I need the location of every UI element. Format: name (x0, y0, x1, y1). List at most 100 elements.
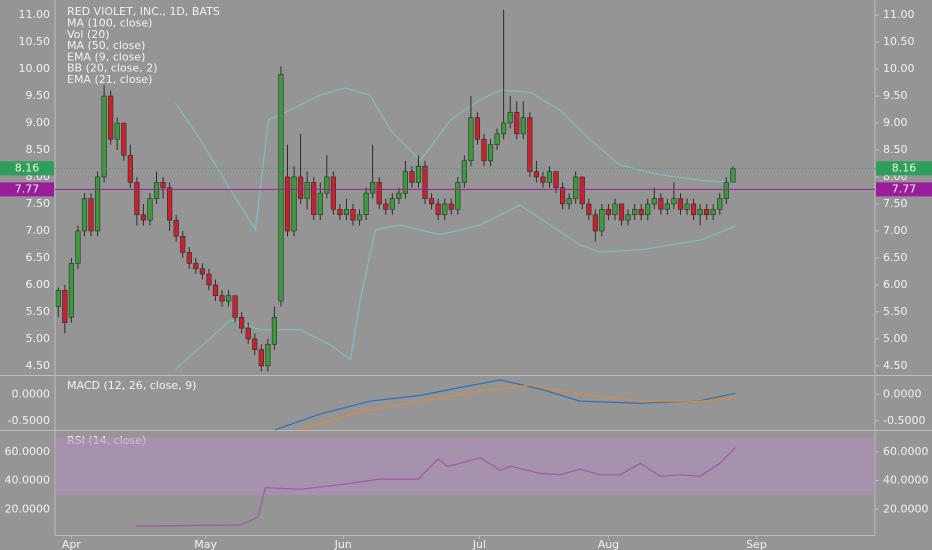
candle-body (658, 198, 664, 210)
macd-title: MACD (12, 26, close, 9) (67, 379, 196, 392)
candle-body (579, 176, 585, 205)
indicator-line (274, 379, 736, 431)
candle-body (710, 209, 716, 216)
y-tick-label: 4.50 (26, 359, 51, 372)
candle-body (199, 268, 205, 275)
candle-body (723, 182, 729, 199)
candle-body (730, 168, 736, 183)
price-label: 8.16 (15, 161, 40, 174)
y-tick-label: 40.0000 (5, 474, 51, 487)
candle-body (605, 209, 612, 216)
x-tick-label: Sep (746, 538, 767, 550)
candle-body (376, 182, 382, 205)
candle-body (533, 171, 539, 178)
candle-body (370, 182, 376, 194)
indicator-line (135, 447, 736, 527)
candle-body (317, 192, 323, 216)
candle-body (291, 176, 297, 232)
y-tick-label: 20.0000 (5, 502, 51, 515)
price-label-box (0, 182, 54, 197)
candle-body (540, 176, 546, 183)
candle-body (186, 252, 192, 264)
candle-body (435, 203, 441, 216)
candle-body (507, 111, 513, 124)
candle-body (180, 236, 186, 253)
candle-body (586, 203, 592, 216)
y-tick-label: 7.50 (26, 197, 51, 210)
y-tick-label: 7.00 (883, 224, 908, 237)
candle-body (402, 171, 408, 194)
y-tick-label: 11.00 (883, 8, 915, 21)
candle-body (356, 214, 363, 221)
price-label-box (876, 161, 932, 176)
y-tick-label: 8.50 (883, 143, 908, 156)
indicator-label: BB (20, close, 2) (67, 62, 158, 75)
y-tick-label: 6.50 (26, 251, 51, 264)
price-label: 7.77 (892, 182, 917, 195)
rsi-band (55, 437, 875, 495)
y-tick-label: 10.50 (883, 35, 915, 48)
candle-body (153, 182, 160, 199)
candle-body (62, 289, 68, 323)
candle-body (75, 230, 81, 264)
y-tick-label: 9.00 (26, 116, 51, 129)
candle-body (684, 203, 690, 210)
candle-body (134, 182, 140, 216)
candle-body (258, 349, 264, 367)
candle-body (520, 117, 526, 135)
candle-body (88, 198, 94, 232)
y-tick-label: 4.50 (883, 359, 908, 372)
candle-body (271, 316, 278, 345)
candle-body (677, 198, 684, 210)
y-tick-label: 9.50 (883, 89, 908, 102)
candle-body (101, 95, 107, 178)
y-tick-label: 7.50 (883, 197, 908, 210)
y-tick-label: 20.0000 (883, 502, 929, 515)
candle-body (704, 209, 710, 216)
candle-body (618, 203, 625, 221)
y-tick-label: 7.00 (26, 224, 51, 237)
y-tick-label: 60.0000 (5, 445, 51, 458)
candle-body (140, 214, 147, 221)
y-tick-label: -0.5000 (8, 414, 50, 427)
x-tick-label: May (194, 538, 217, 550)
y-tick-label: -0.5000 (883, 414, 925, 427)
candle-body (422, 165, 428, 199)
candle-body (645, 203, 651, 216)
candle-body (383, 203, 389, 210)
candle-body (690, 203, 697, 216)
y-tick-label: 5.00 (26, 332, 51, 345)
candle-body (592, 214, 598, 232)
candle-body (363, 192, 369, 216)
indicator-line (175, 87, 736, 232)
candle-body (514, 111, 520, 135)
y-tick-label: 9.50 (26, 89, 51, 102)
candle-body (108, 95, 114, 140)
candle-body (173, 219, 179, 237)
candle-body (68, 263, 74, 318)
candle-body (651, 198, 657, 205)
candle-body (717, 198, 723, 210)
candle-body (245, 327, 251, 340)
candle-body (527, 117, 533, 172)
candle-body (225, 295, 232, 302)
candle-body (599, 209, 605, 232)
y-tick-label: 10.00 (883, 62, 915, 75)
candle-body (239, 316, 245, 329)
candle-body (697, 209, 703, 216)
candle-body (638, 209, 644, 216)
indicator-label: Vol (20) (67, 28, 110, 41)
x-tick-label: Jul (472, 538, 486, 550)
candle-body (206, 273, 212, 286)
candle-body (632, 209, 638, 216)
y-tick-label: 9.00 (883, 116, 908, 129)
candle-body (461, 160, 467, 183)
y-tick-label: 60.0000 (883, 445, 929, 458)
y-tick-label: 6.00 (26, 278, 51, 291)
candle-body (396, 192, 402, 199)
candle-body (337, 209, 343, 216)
price-label: 8.16 (892, 161, 917, 174)
indicator-label: EMA (9, close) (67, 50, 145, 63)
candle-body (212, 284, 219, 296)
